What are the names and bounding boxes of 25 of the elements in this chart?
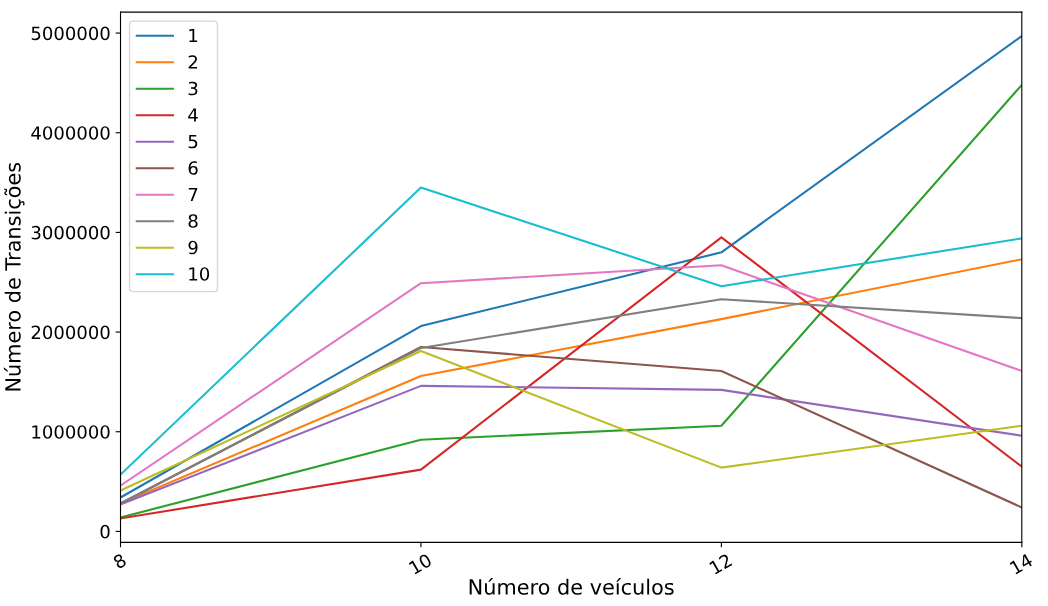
y-tick-label: 1000000 [32, 425, 110, 439]
legend-label: 10 [189, 267, 210, 281]
x-tick-label: 14 [1009, 553, 1034, 575]
legend-label: 4 [188, 108, 198, 122]
legend-label: 6 [188, 161, 198, 175]
line-series [120, 384, 1022, 506]
legend-label: 2 [188, 55, 198, 69]
legend-label: 3 [188, 81, 198, 96]
y-tick-label: 4000000 [31, 126, 110, 140]
legend-label: 1 [189, 28, 198, 43]
legend-label: 5 [188, 134, 198, 149]
legend-label: 9 [188, 240, 198, 255]
y-tick-label: 0 [100, 524, 110, 539]
line-series [120, 298, 1022, 505]
y-axis-title: Número de Transições [3, 162, 25, 391]
y-tick-label: 5000000 [31, 26, 110, 41]
legend-label: 7 [188, 187, 198, 202]
x-tick-label: 8 [112, 552, 128, 570]
y-tick-label: 3000000 [31, 225, 110, 240]
legend-label: 8 [188, 214, 198, 228]
x-tick-label: 10 [408, 552, 433, 575]
x-tick-label: 12 [708, 553, 733, 575]
y-tick-label: 2000000 [31, 325, 110, 340]
line-series [120, 186, 1022, 476]
x-axis-title: Número de veículos [469, 577, 674, 595]
